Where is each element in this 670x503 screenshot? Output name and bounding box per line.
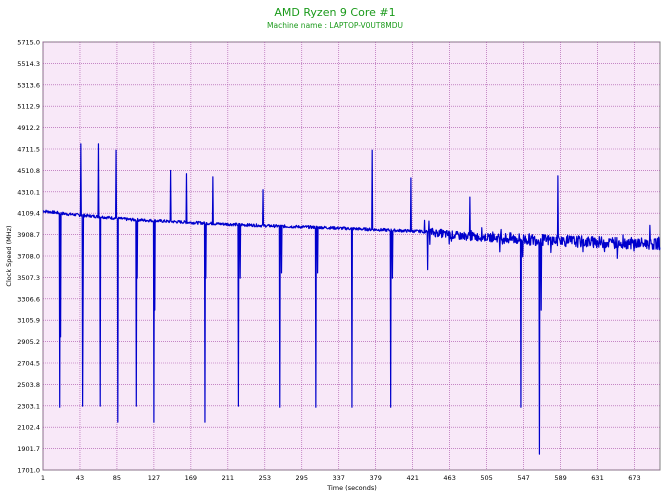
y-tick-label: 5112.9: [17, 103, 40, 111]
x-tick-label: 673: [628, 474, 640, 482]
series-line: [42, 143, 661, 455]
y-tick-label: 2102.4: [17, 424, 40, 432]
series-layer: [42, 143, 661, 455]
x-axis-title: Time (seconds): [326, 484, 377, 492]
y-tick-label: 3708.0: [17, 253, 40, 261]
x-tick-label: 295: [296, 474, 308, 482]
y-tick-label: 3908.7: [17, 231, 40, 239]
x-tick-label: 85: [113, 474, 121, 482]
x-tick-label: 589: [554, 474, 566, 482]
x-tick-label: 421: [406, 474, 418, 482]
x-tick-label: 253: [259, 474, 271, 482]
x-tick-label: 1: [41, 474, 45, 482]
y-tick-label: 5313.6: [17, 81, 40, 89]
x-tick-label: 211: [222, 474, 234, 482]
y-tick-label: 3105.9: [17, 317, 40, 325]
x-tick-label: 169: [185, 474, 197, 482]
y-tick-label: 4310.1: [17, 188, 40, 196]
y-tick-label: 1701.0: [17, 467, 40, 475]
y-tick-label: 4510.8: [17, 167, 40, 175]
y-tick-label: 2905.2: [17, 338, 40, 346]
x-tick-label: 43: [76, 474, 84, 482]
x-tick-label: 505: [480, 474, 492, 482]
y-tick-label: 5514.3: [17, 60, 40, 68]
y-tick-label: 2503.8: [17, 381, 40, 389]
y-axis-title: Clock Speed (MHz): [5, 225, 13, 286]
y-tick-label: 3306.6: [17, 295, 40, 303]
y-tick-label: 3507.3: [17, 274, 40, 282]
y-tick-label: 5715.0: [17, 39, 40, 47]
axis-ticks: 1 43 85 127 169 211 253 295 337 379 421 463 505 547 58…: [17, 39, 640, 483]
x-tick-label: 379: [369, 474, 381, 482]
x-tick-label: 631: [591, 474, 603, 482]
y-tick-label: 4912.2: [17, 124, 40, 132]
chart-subtitle: Machine name : LAPTOP-V0UT8MDU: [267, 21, 403, 30]
y-tick-label: 2704.5: [17, 360, 40, 368]
x-tick-label: 337: [333, 474, 345, 482]
y-tick-label: 4109.4: [17, 210, 40, 218]
x-tick-label: 463: [443, 474, 455, 482]
y-tick-label: 2303.1: [17, 402, 40, 410]
x-tick-label: 547: [517, 474, 529, 482]
x-tick-label: 127: [148, 474, 160, 482]
y-tick-label: 1901.7: [17, 445, 40, 453]
chart-title: AMD Ryzen 9 Core #1: [274, 6, 395, 19]
y-tick-label: 4711.5: [17, 146, 40, 154]
